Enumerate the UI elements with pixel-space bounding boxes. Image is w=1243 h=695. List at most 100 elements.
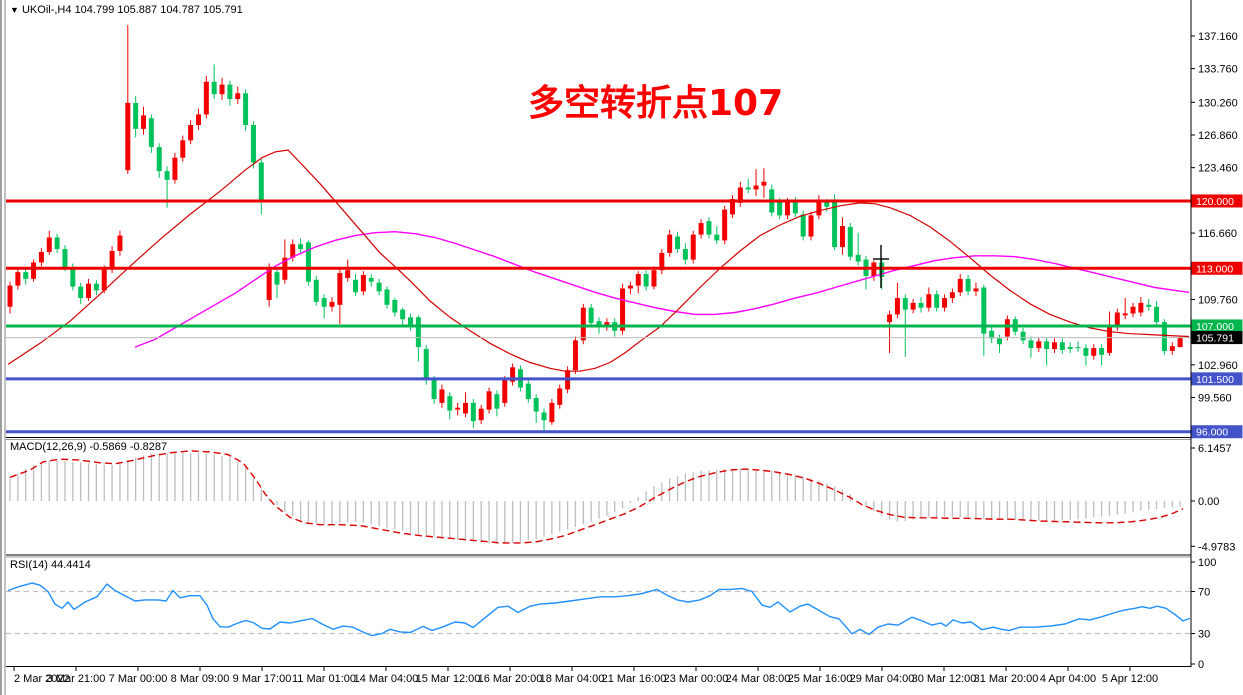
time-tick-label: 8 Mar 09:00 [171, 673, 230, 685]
price-tick-label: 123.460 [1198, 163, 1238, 175]
chart-title: ▼ UKOil-,H4 104.799 105.887 104.787 105.… [10, 4, 243, 16]
rsi-tick-label: 30 [1198, 629, 1210, 641]
price-badge [1191, 331, 1243, 345]
candle-body [360, 275, 366, 292]
candle-body [243, 93, 249, 125]
macd-panel[interactable] [9, 450, 1184, 544]
candle-body [439, 389, 445, 403]
candle-body [1067, 347, 1073, 350]
candle-body [949, 292, 955, 299]
candle-body [321, 298, 327, 307]
time-tick-label: 18 Mar 04:00 [540, 673, 605, 685]
candle-body [1169, 346, 1175, 351]
candle-body [659, 252, 665, 271]
price-tick-label: 130.260 [1198, 97, 1238, 109]
candle-body [141, 115, 147, 129]
candle-body [839, 225, 845, 248]
macd-tick-label: -4.9783 [1198, 541, 1235, 553]
time-tick-label: 30 Mar 12:00 [912, 673, 977, 685]
price-badge [1191, 372, 1243, 386]
candle-body [290, 244, 296, 258]
price-badge-label: 96.000 [1196, 427, 1228, 439]
candle-body [816, 201, 822, 216]
collapse-icon[interactable]: ▼ [10, 5, 19, 15]
candle-body [894, 298, 900, 315]
macd-tick-label: 0.00 [1198, 496, 1219, 508]
candle-body [627, 285, 633, 289]
candle-body [1146, 304, 1152, 307]
candle-body [572, 340, 578, 371]
candle-body [557, 388, 563, 405]
candle-body [203, 81, 209, 115]
price-badge [1191, 194, 1243, 208]
ma-slow-line [134, 230, 1190, 348]
candle-body [706, 221, 712, 235]
candle-body [902, 298, 908, 310]
time-tick-label: 24 Mar 08:00 [726, 673, 791, 685]
candle-body [250, 125, 256, 163]
rsi-panel[interactable] [6, 582, 1191, 637]
candle-body [502, 379, 508, 403]
candle-body [400, 309, 406, 320]
candle-body [722, 209, 728, 241]
time-tick-label: 25 Mar 16:00 [788, 673, 853, 685]
time-tick-label: 16 Mar 20:00 [478, 673, 543, 685]
moving-averages-layer [7, 149, 1190, 372]
candle-body [761, 181, 767, 186]
macd-signal-line [9, 450, 1184, 544]
candle-body [101, 269, 107, 291]
candle-body [423, 349, 429, 380]
candle-body [368, 277, 374, 282]
time-tick-label: 7 Mar 00:00 [109, 673, 168, 685]
candle-body [172, 157, 178, 180]
candle-body [730, 199, 736, 215]
text-annotation[interactable]: 多空转折点107 [528, 83, 784, 124]
candle-body [93, 283, 99, 291]
candles-layer[interactable] [7, 25, 1183, 431]
rsi-tick-label: 100 [1198, 557, 1216, 569]
candle-body [855, 254, 861, 262]
candle-body [989, 330, 995, 339]
candle-body [745, 187, 751, 190]
candle-body [1083, 348, 1089, 356]
candle-body [15, 272, 21, 286]
candle-body [549, 402, 555, 423]
candle-body [1075, 347, 1081, 349]
horizontal-lines-layer[interactable] [6, 199, 1191, 434]
candle-body [329, 301, 335, 307]
candle-body [1122, 313, 1128, 316]
candle-body [298, 244, 304, 250]
candle-body [620, 288, 626, 331]
price-badge-label: 107.000 [1196, 321, 1234, 333]
candle-body [148, 118, 154, 148]
candle-body [533, 398, 539, 412]
candle-body [824, 201, 830, 207]
price-tick-label: 116.660 [1198, 228, 1237, 240]
time-tick-label: 4 Apr 04:00 [1040, 673, 1096, 685]
candle-body [525, 383, 531, 400]
candle-body [1044, 341, 1050, 350]
candle-body [486, 391, 492, 410]
candle-body [1161, 322, 1167, 351]
candle-body [1177, 337, 1183, 348]
price-badge [1191, 261, 1243, 275]
candle-body [274, 272, 280, 285]
candle-body [682, 249, 688, 260]
candle-body [1114, 312, 1120, 327]
candle-body [737, 187, 743, 203]
candle-body [910, 302, 916, 310]
candle-body [714, 234, 720, 241]
candle-body [847, 226, 853, 257]
candle-body [1130, 306, 1136, 314]
candle-body [494, 394, 500, 409]
candle-body [305, 242, 311, 282]
candle-body [23, 272, 29, 279]
candle-body [635, 274, 641, 286]
macd-tick-label: 6.1457 [1198, 443, 1232, 455]
candle-body [808, 215, 814, 237]
ohlc-readout: 104.799 105.887 104.787 105.791 [74, 4, 243, 16]
candle-body [1091, 348, 1097, 356]
